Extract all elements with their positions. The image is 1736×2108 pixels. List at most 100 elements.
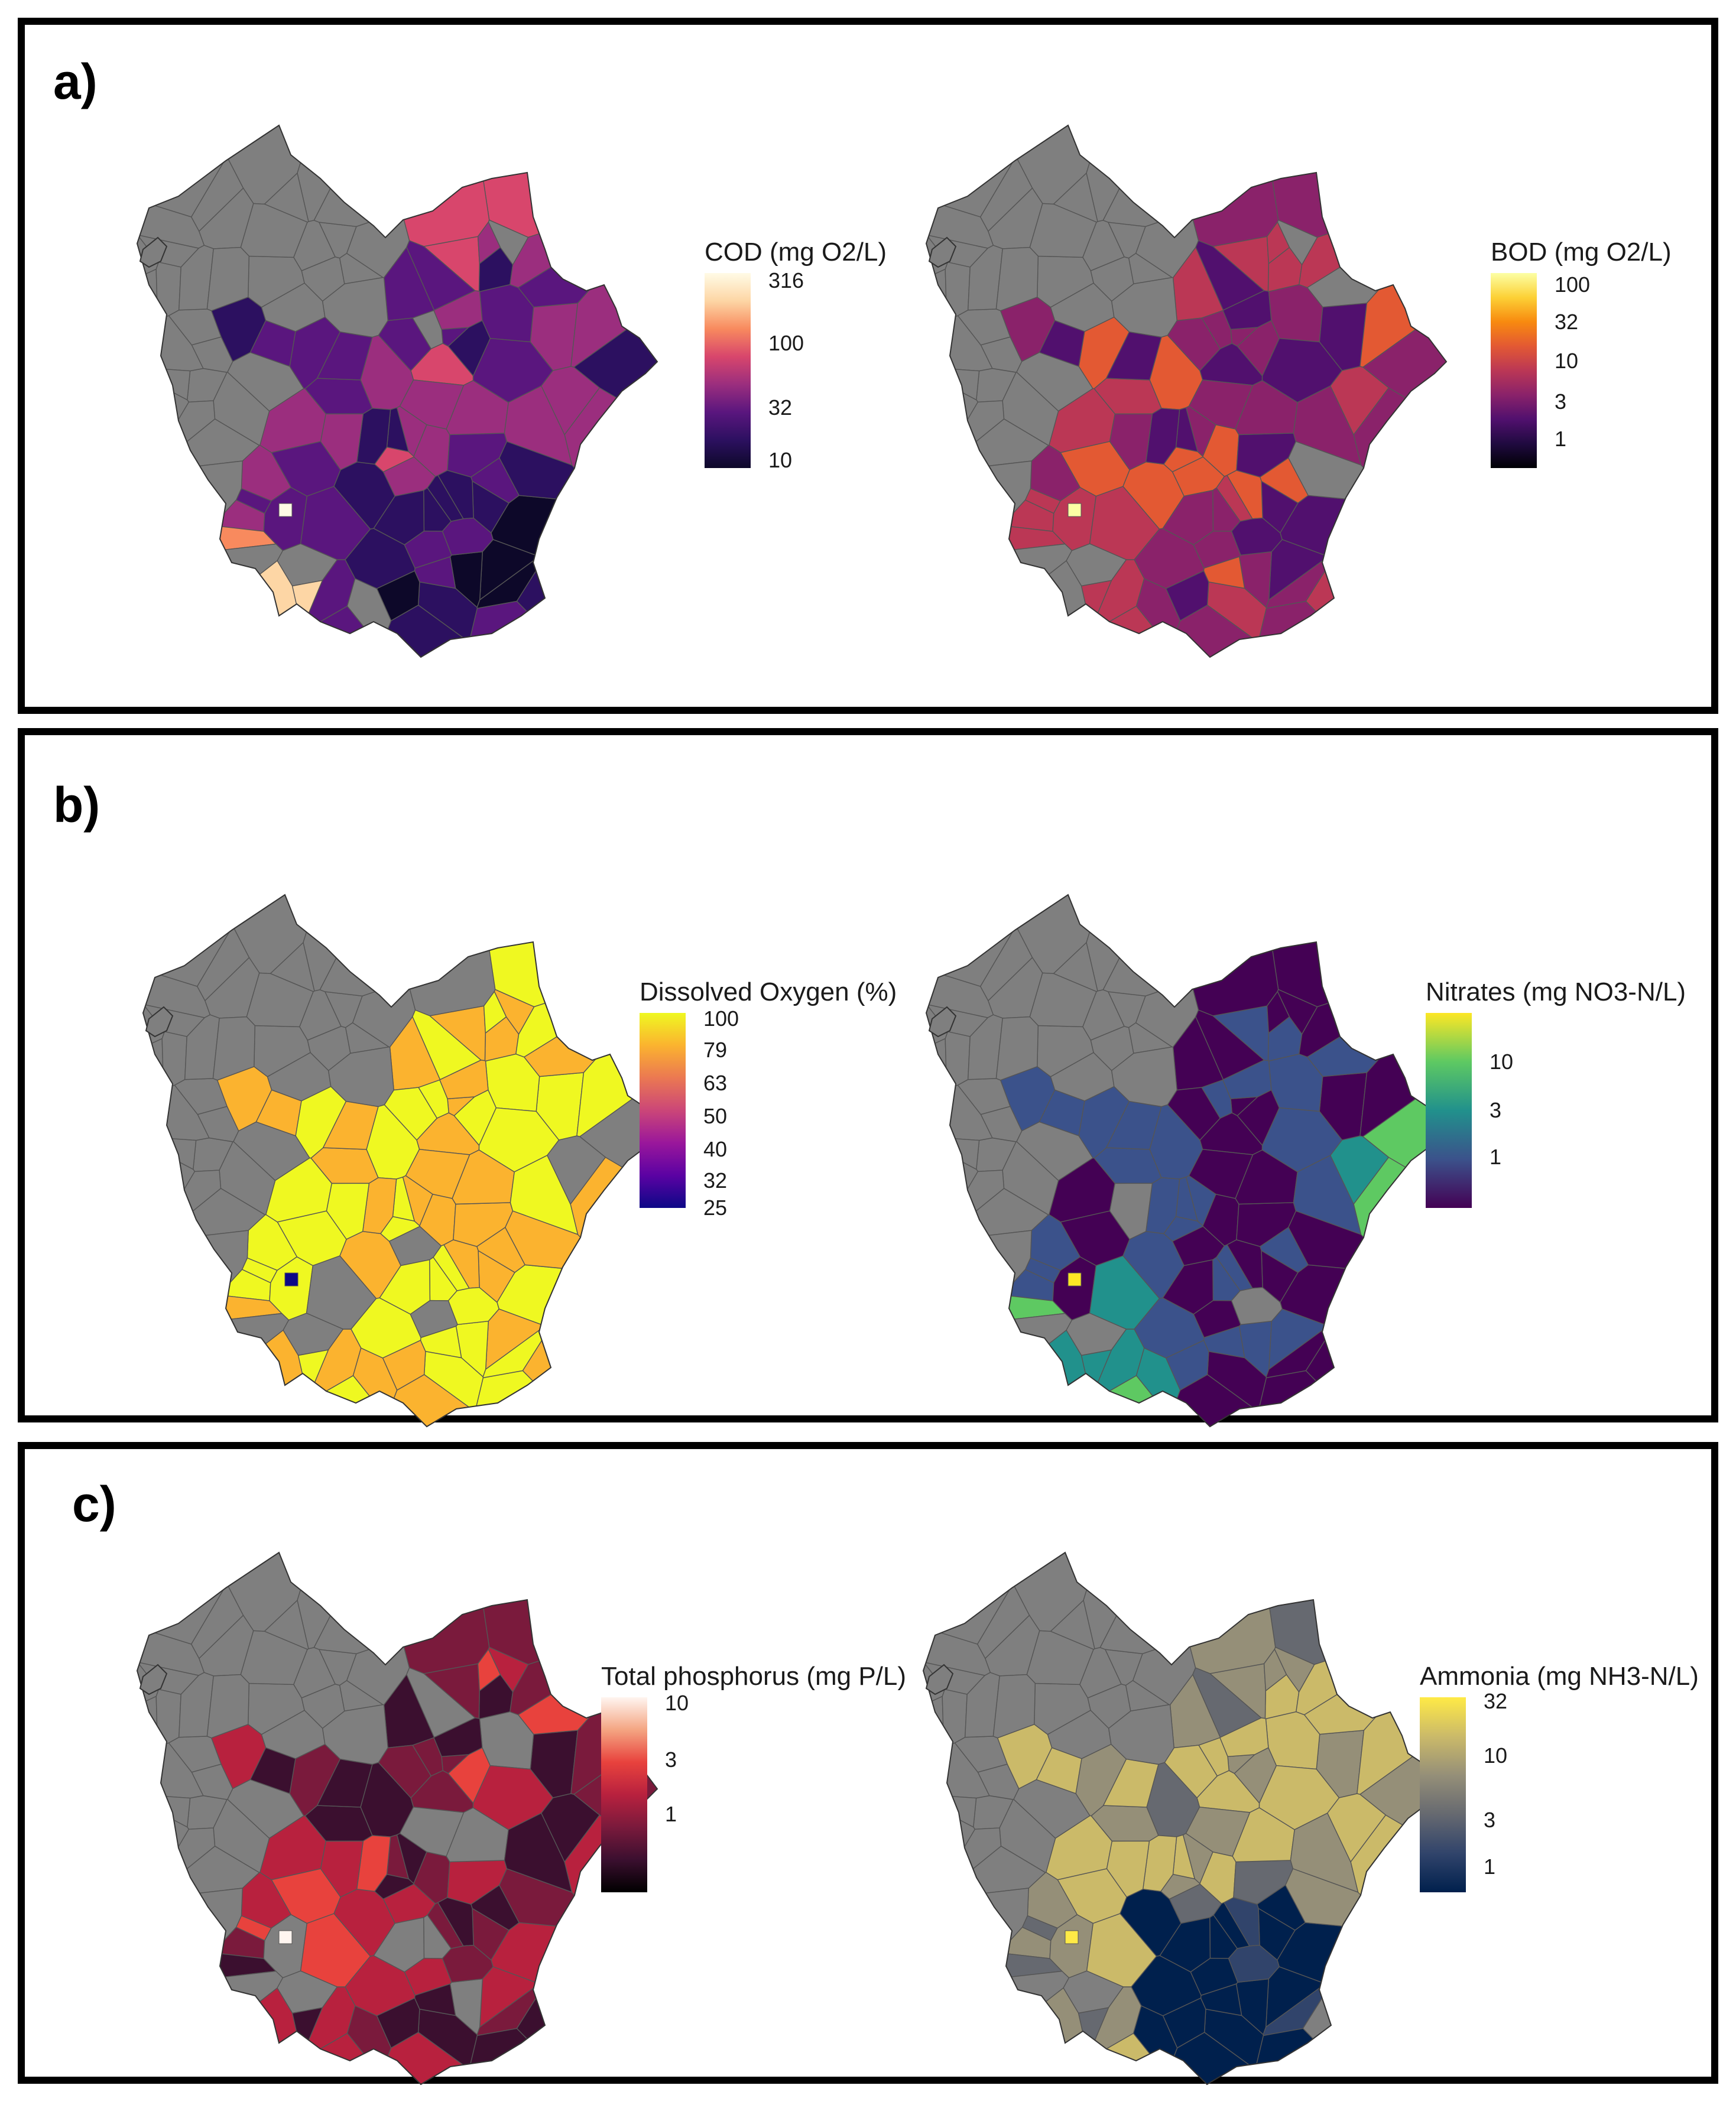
municipality-region: [1259, 90, 1458, 238]
legend-tick-label: 1: [647, 1802, 677, 1827]
panel-label: b): [53, 777, 100, 834]
legend-tick-label: 63: [686, 1071, 727, 1096]
municipality-region: [125, 366, 190, 400]
legend-tick-label: 10: [647, 1691, 689, 1716]
municipality-region: [911, 1696, 944, 1762]
municipality-regions: [125, 90, 669, 681]
municipality-region: [911, 1988, 1088, 2108]
municipality-region: [156, 1690, 181, 1746]
municipality-region: [162, 1032, 187, 1089]
municipality-region: [1103, 90, 1213, 226]
choropleth-map-cod: [125, 90, 669, 681]
municipality-region: [1100, 1517, 1211, 1654]
municipality-regions: [131, 859, 675, 1450]
municipality-region: [402, 90, 489, 246]
municipality-region: [125, 1696, 158, 1762]
municipality-region: [1258, 601, 1384, 681]
municipality-region: [1188, 1517, 1276, 1674]
municipality-region: [523, 1311, 675, 1451]
municipality-region: [125, 1971, 283, 2107]
municipality-region: [131, 1136, 196, 1170]
legend-title: Dissolved Oxygen (%): [640, 977, 897, 1007]
municipality-region: [945, 1032, 970, 1089]
municipality-region: [469, 2028, 595, 2108]
municipality-region: [942, 1690, 967, 1746]
legend-tick-label: 1: [1537, 427, 1566, 452]
municipality-region: [497, 1265, 675, 1327]
legend-tick-label: 10: [1466, 1743, 1507, 1768]
choropleth-map-dissolved-oxygen: [131, 859, 675, 1450]
municipality-region: [402, 1517, 489, 1674]
municipality-regions: [914, 90, 1458, 681]
legend-tick-label: 316: [751, 268, 804, 293]
choropleth-map-nitrates: [914, 859, 1458, 1450]
extreme-value-region: [279, 1931, 292, 1944]
legend-tick-label: 100: [686, 1006, 739, 1031]
municipality-region: [125, 1794, 190, 1827]
legend-tick-label: 1: [1472, 1145, 1501, 1170]
municipality-region: [510, 191, 669, 287]
panel-c: c) Total phosphorus (mg P/L) 10 3 1 Ammoni…: [18, 1442, 1718, 2084]
municipality-region: [125, 544, 283, 680]
legend-tick-label: 79: [686, 1038, 727, 1063]
extreme-value-region: [279, 504, 292, 517]
legend-tick-label: 3: [1537, 389, 1566, 414]
municipality-region: [469, 601, 595, 681]
legend-ticks: 100 32 10 3 1: [1537, 273, 1631, 468]
municipality-region: [1280, 1265, 1458, 1327]
municipality-region: [491, 1922, 669, 1984]
municipality-region: [320, 859, 430, 996]
extreme-value-region: [1068, 504, 1081, 517]
municipality-region: [914, 1038, 947, 1104]
legend-tick-label: 3: [1466, 1808, 1495, 1833]
municipality-region: [131, 1038, 164, 1104]
panel-label: a): [53, 53, 98, 111]
municipality-region: [131, 1314, 288, 1449]
municipality-region: [470, 90, 669, 238]
municipality-region: [1191, 859, 1279, 1016]
legend-tick-label: 10: [1537, 349, 1578, 373]
color-bar: [601, 1697, 647, 1892]
legend-tick-label: 100: [751, 331, 804, 356]
legend-tick-label: 100: [1537, 272, 1590, 297]
municipality-region: [914, 544, 1072, 680]
color-bar: [705, 273, 751, 468]
legend-tick-label: 32: [1537, 310, 1578, 334]
municipality-regions: [914, 859, 1458, 1450]
legend-tick-label: 3: [1472, 1098, 1501, 1123]
legend-tick-label: 32: [1466, 1689, 1507, 1714]
legend-tick-label: 10: [751, 448, 792, 473]
extreme-value-region: [1065, 1931, 1078, 1944]
legend-title: Ammonia (mg NH3-N/L): [1420, 1662, 1699, 1691]
municipality-region: [914, 1330, 1091, 1450]
municipality-region: [314, 1517, 424, 1654]
municipality-region: [945, 262, 970, 319]
legend-tick-label: 1: [1466, 1854, 1495, 1879]
municipality-region: [1280, 495, 1458, 557]
municipality-region: [914, 366, 979, 400]
legend-tick-label: 3: [647, 1748, 677, 1772]
extreme-value-region: [1068, 1273, 1081, 1286]
municipality-region: [156, 262, 181, 319]
municipality-region: [914, 1314, 1072, 1449]
choropleth-map-bod: [914, 90, 1458, 681]
municipality-region: [914, 1136, 979, 1170]
municipality-region: [1191, 90, 1279, 246]
municipality-regions: [125, 1517, 669, 2108]
legend-title: Total phosphorus (mg P/L): [601, 1662, 906, 1691]
extreme-value-region: [285, 1273, 298, 1286]
municipality-region: [131, 1330, 308, 1450]
color-bar: [1491, 273, 1537, 468]
legend-title: Nitrates (mg NO3-N/L): [1426, 977, 1686, 1007]
panel-label: c): [72, 1476, 116, 1533]
municipality-region: [1103, 859, 1213, 996]
municipality-region: [1255, 2028, 1381, 2108]
legend-title: COD (mg O2/L): [705, 238, 887, 267]
choropleth-map-ammonia: [911, 1517, 1455, 2108]
legend-title: BOD (mg O2/L): [1491, 238, 1672, 267]
